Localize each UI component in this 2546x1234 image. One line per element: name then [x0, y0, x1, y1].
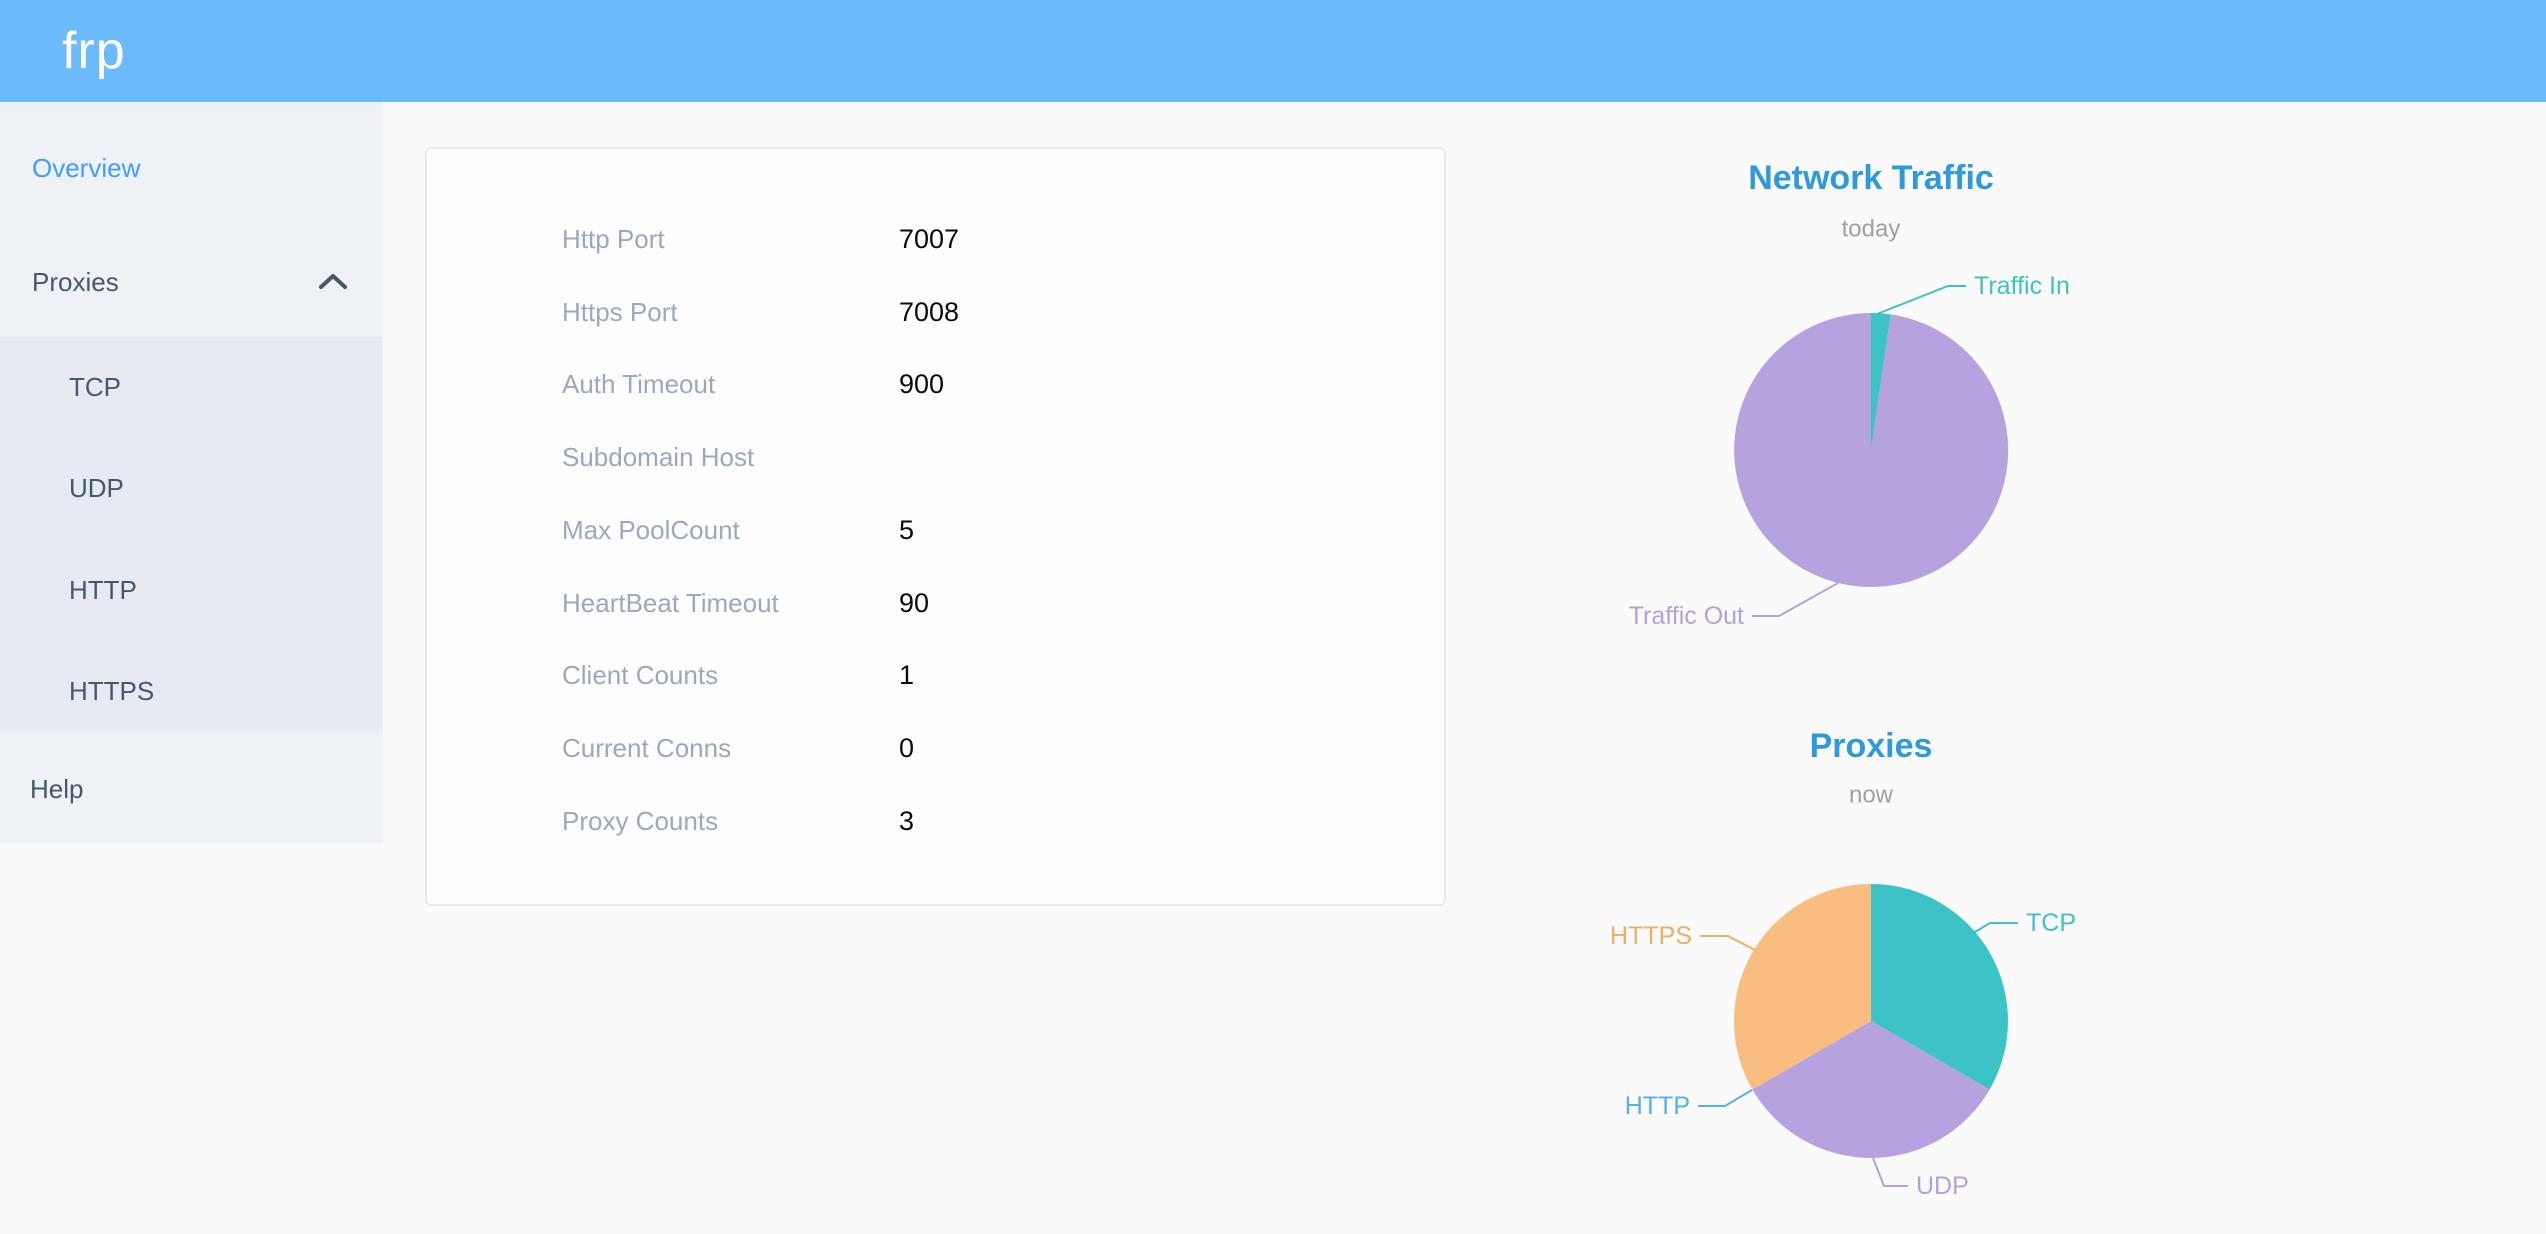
- server-info-label: Https Port: [562, 296, 678, 327]
- server-info-value: 5: [899, 514, 915, 545]
- server-info-label: HeartBeat Timeout: [562, 587, 779, 618]
- pie-label-line-traffic-out: [1752, 582, 1839, 617]
- server-info-value: 7008: [899, 296, 960, 327]
- server-info-row-http-port: Http Port 7007: [427, 219, 1444, 259]
- sidebar-item-http[interactable]: HTTP: [0, 558, 383, 622]
- pie-label-line-traffic-in: [1876, 285, 1966, 315]
- server-info-value: 7007: [899, 224, 960, 254]
- server-info-row-heartbeat-timeout: HeartBeat Timeout 90: [427, 583, 1444, 623]
- pie-slice-udp[interactable]: [1752, 1021, 1990, 1158]
- sidebar-item-https-label: HTTPS: [69, 675, 155, 706]
- sidebar-item-https[interactable]: HTTPS: [0, 659, 383, 723]
- top-header-bar: frp: [0, 0, 2546, 102]
- sidebar-item-help[interactable]: Help: [0, 757, 383, 821]
- sidebar-item-proxies[interactable]: Proxies: [0, 250, 383, 314]
- server-info-label: Current Conns: [562, 732, 732, 763]
- server-info-value: 900: [899, 369, 945, 400]
- sidebar-item-tcp[interactable]: TCP: [0, 355, 383, 419]
- sidebar-item-udp-label: UDP: [69, 472, 124, 503]
- server-info-value: 3: [899, 805, 915, 836]
- pie-label-line-udp: [1872, 1157, 1908, 1187]
- sidebar-item-tcp-label: TCP: [69, 371, 121, 402]
- pie-slice-https[interactable]: [1734, 884, 1871, 1090]
- proxies-submenu: TCP UDP HTTP HTTPS: [0, 337, 383, 731]
- server-info-label: Subdomain Host: [562, 442, 755, 473]
- chart-title-network-traffic: Network Traffic: [1748, 159, 1994, 197]
- chart-title-proxies: Proxies: [1810, 727, 1933, 765]
- server-info-row-subdomain-host: Subdomain Host: [427, 437, 1444, 477]
- server-info-row-client-counts: Client Counts 1: [427, 655, 1444, 695]
- chart-subtitle-proxies: now: [1849, 782, 1894, 809]
- pie-label-http: HTTP: [1625, 1092, 1690, 1120]
- sidebar-item-overview-label: Overview: [32, 152, 141, 183]
- pie-slice-traffic-out[interactable]: [1734, 313, 2009, 587]
- server-info-value: 1: [899, 660, 915, 691]
- server-info-row-current-conns: Current Conns 0: [427, 728, 1444, 768]
- chevron-up-icon[interactable]: [318, 273, 348, 291]
- pie-label-udp: UDP: [1916, 1172, 1969, 1200]
- pie-label-traffic-out: Traffic Out: [1629, 602, 1744, 630]
- pie-slice-traffic-in[interactable]: [1871, 312, 1891, 450]
- pie-label-line-http: [1698, 1089, 1753, 1107]
- server-info-label: Http Port: [562, 224, 665, 254]
- frp-logo: frp: [62, 22, 126, 80]
- sidebar: Overview Proxies TCP UDP HTTP HTTPS Help: [0, 102, 383, 842]
- sidebar-item-http-label: HTTP: [69, 574, 137, 605]
- server-info-value: 90: [899, 587, 930, 618]
- pie-label-tcp: TCP: [2026, 909, 2076, 937]
- server-info-label: Client Counts: [562, 660, 719, 691]
- pie-label-https: HTTPS: [1610, 922, 1692, 950]
- server-info-label: Max PoolCount: [562, 514, 740, 545]
- pie-label-line-https: [1700, 935, 1756, 951]
- server-info-label: Auth Timeout: [562, 369, 716, 400]
- server-info-label: Proxy Counts: [562, 805, 719, 836]
- sidebar-item-overview[interactable]: Overview: [0, 136, 383, 200]
- server-info-value: 0: [899, 732, 915, 763]
- server-info-card: Http Port 7007 Https Port 7008 Auth Timeout 9…: [425, 147, 1446, 906]
- server-info-row-max-poolcount: Max PoolCount 5: [427, 510, 1444, 550]
- server-info-row-https-port: Https Port 7008: [427, 292, 1444, 332]
- sidebar-item-udp[interactable]: UDP: [0, 456, 383, 520]
- sidebar-item-proxies-label: Proxies: [32, 266, 119, 297]
- server-info-row-proxy-counts: Proxy Counts 3: [427, 801, 1444, 841]
- chart-subtitle-network-traffic: today: [1842, 216, 1901, 243]
- server-info-row-auth-timeout: Auth Timeout 900: [427, 364, 1444, 404]
- pie-label-traffic-in: Traffic In: [1974, 272, 2070, 300]
- sidebar-item-help-label: Help: [30, 773, 84, 804]
